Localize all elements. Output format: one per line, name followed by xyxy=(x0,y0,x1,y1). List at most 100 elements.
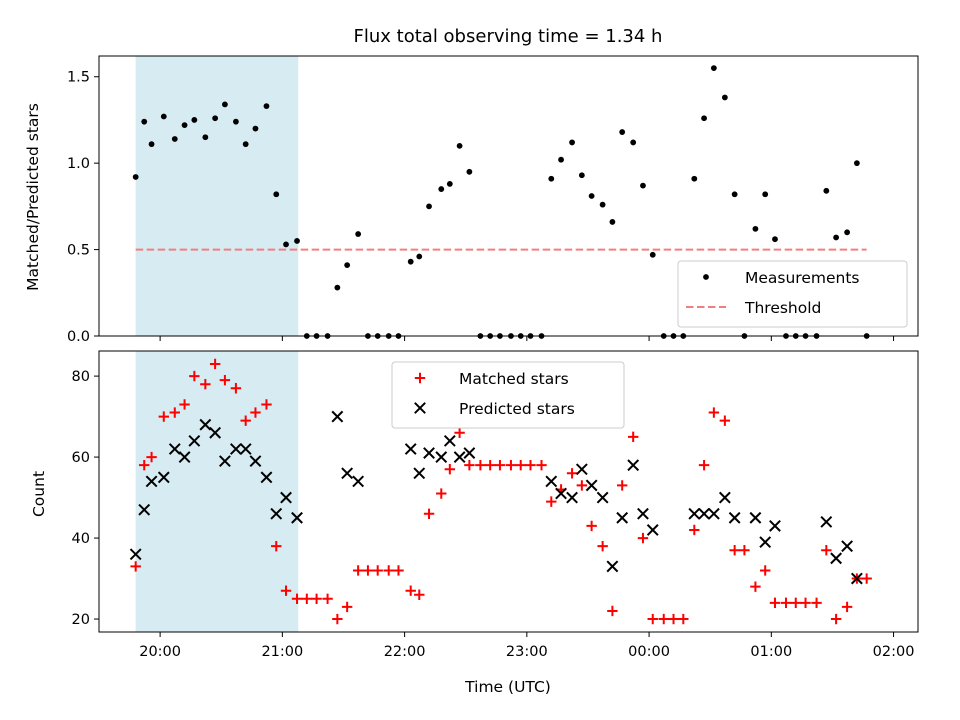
count-point xyxy=(555,487,567,500)
ratio-legend: Measurements Threshold xyxy=(677,260,908,328)
count-point xyxy=(270,507,283,520)
count-point xyxy=(546,496,557,507)
ratio-point xyxy=(558,156,564,163)
count-point xyxy=(821,545,832,556)
count-point xyxy=(658,613,669,625)
count-point xyxy=(372,565,383,576)
y-tick-label: 0.0 xyxy=(67,329,90,345)
count-point xyxy=(158,411,169,422)
ratio-point xyxy=(609,219,616,225)
count-point xyxy=(597,540,608,552)
count-point xyxy=(576,480,588,491)
count-point xyxy=(749,511,762,524)
ratio-point xyxy=(132,174,139,180)
count-point xyxy=(505,459,517,471)
count-point xyxy=(139,459,150,471)
count-point xyxy=(830,613,842,625)
count-point xyxy=(414,589,425,600)
ratio-point xyxy=(273,191,280,198)
count-point xyxy=(291,511,303,524)
count-point xyxy=(393,565,404,576)
count-point xyxy=(463,447,476,459)
count-point xyxy=(830,552,843,565)
count-point xyxy=(841,601,853,613)
count-point xyxy=(178,451,191,463)
legend-dot-swatch xyxy=(703,274,709,280)
count-point xyxy=(494,459,506,471)
legend-label: Threshold xyxy=(744,299,821,317)
count-point xyxy=(728,511,741,524)
count-point xyxy=(130,561,141,572)
count-point xyxy=(179,399,190,410)
count-point xyxy=(405,585,416,596)
count-point xyxy=(435,451,448,463)
count-point xyxy=(200,379,211,390)
count-point xyxy=(352,475,365,488)
ratio-y-axis-label: Matched/Predicted stars xyxy=(24,103,42,291)
count-point xyxy=(627,459,640,472)
count-point xyxy=(800,597,811,609)
count-panel: 20:00 21:00 22:00 23:00 00:00 01:00 02:00 20 40 6… xyxy=(72,350,919,660)
legend-label: Measurements xyxy=(745,269,860,287)
ratio-point xyxy=(710,65,717,71)
x-tick-label: 23:00 xyxy=(506,644,548,660)
count-point xyxy=(169,407,180,418)
count-point xyxy=(443,434,456,447)
ratio-point xyxy=(844,229,851,236)
ratio-point xyxy=(222,101,228,108)
x-tick-label: 00:00 xyxy=(628,644,670,660)
y-tick-label: 60 xyxy=(72,450,90,466)
ratio-point xyxy=(569,139,575,146)
ratio-point xyxy=(649,251,656,258)
count-point xyxy=(436,488,447,499)
count-point xyxy=(607,605,618,617)
ratio-point xyxy=(619,129,626,135)
ratio-point xyxy=(691,175,698,182)
count-point xyxy=(229,443,242,455)
count-point xyxy=(189,370,200,382)
count-frame xyxy=(98,350,919,633)
legend-plus-swatch xyxy=(414,372,426,384)
count-point xyxy=(464,459,475,471)
count-point xyxy=(760,565,771,576)
count-point xyxy=(322,593,333,604)
ratio-point xyxy=(731,191,738,198)
count-point xyxy=(383,565,394,576)
count-point xyxy=(138,503,151,516)
y-tick-label: 20 xyxy=(72,612,90,628)
count-point xyxy=(301,593,313,604)
ratio-point xyxy=(141,118,148,125)
count-point xyxy=(647,613,658,625)
legend-x-swatch xyxy=(414,402,426,414)
count-point xyxy=(545,475,558,488)
count-point xyxy=(606,560,619,573)
x-tick-label: 02:00 xyxy=(873,644,915,660)
ratio-point xyxy=(599,201,606,208)
count-point xyxy=(404,443,417,455)
count-point xyxy=(750,581,761,592)
count-point xyxy=(209,426,222,439)
ratio-panel: 0.0 0.5 1.0 1.5 Measurements Threshold xyxy=(67,55,919,345)
ratio-point xyxy=(148,141,155,148)
ratio-point xyxy=(426,203,432,210)
count-point xyxy=(444,464,456,475)
count-legend: Matched stars Predicted stars xyxy=(391,361,625,429)
count-point xyxy=(331,410,344,423)
ratio-point xyxy=(252,125,259,132)
count-point xyxy=(718,491,731,504)
count-point xyxy=(689,524,700,536)
count-point xyxy=(525,459,536,471)
chart-title: Flux total observing time = 1.34 h xyxy=(354,26,663,47)
y-tick-label: 1.0 xyxy=(67,156,90,172)
count-point xyxy=(129,548,142,561)
highlight-span xyxy=(135,56,299,336)
count-point xyxy=(616,511,629,524)
count-point xyxy=(637,532,649,544)
ratio-point xyxy=(823,187,830,194)
count-point xyxy=(780,597,792,609)
y-tick-label: 40 xyxy=(72,531,90,547)
count-point xyxy=(157,471,170,484)
count-point xyxy=(352,565,364,576)
ratio-point xyxy=(242,141,249,148)
